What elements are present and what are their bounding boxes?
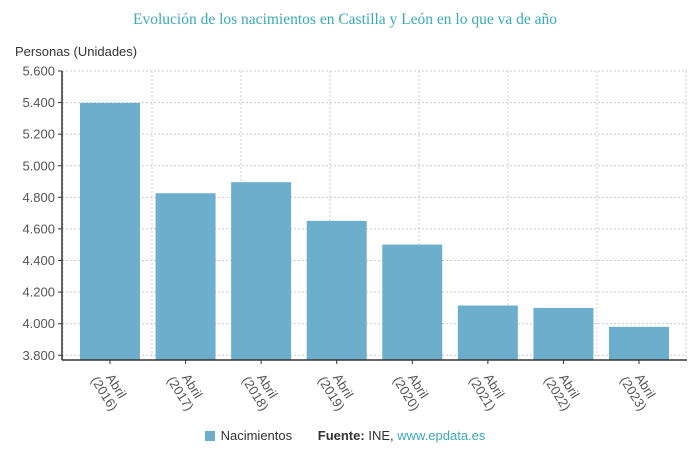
source-name: INE, <box>368 428 398 443</box>
bar <box>533 307 594 360</box>
y-tick-label: 5.200 <box>22 127 55 142</box>
bar <box>231 182 292 360</box>
source-link[interactable]: www.epdata.es <box>397 428 486 443</box>
bar <box>382 244 443 360</box>
y-axis-label: Personas (Unidades) <box>15 44 138 59</box>
y-tick-label: 4.400 <box>22 253 55 268</box>
bar <box>80 102 140 360</box>
y-tick-label: 4.200 <box>22 285 55 300</box>
bar <box>306 220 367 360</box>
y-tick-label: 4.000 <box>22 316 55 331</box>
bar <box>609 326 669 360</box>
source-label: Fuente: <box>317 428 365 443</box>
legend-series-label: Nacimientos <box>220 428 293 443</box>
chart-title: Evolución de los nacimientos en Castilla… <box>133 11 557 28</box>
bar <box>155 193 216 360</box>
legend-swatch <box>204 431 215 441</box>
y-tick-label: 4.800 <box>22 190 55 205</box>
y-tick-label: 4.600 <box>22 221 55 236</box>
bar <box>457 305 518 360</box>
y-tick-label: 5.000 <box>22 158 55 173</box>
y-tick-label: 3.800 <box>22 348 55 363</box>
y-tick-label: 5.600 <box>22 64 55 79</box>
y-tick-label: 5.400 <box>22 95 55 110</box>
legend: Nacimientos Fuente: INE, www.epdata.es <box>0 428 690 443</box>
